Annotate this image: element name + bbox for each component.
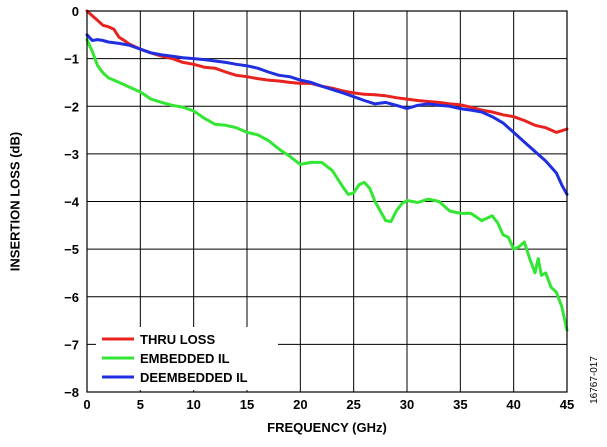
y-tick-label: −2 <box>64 99 79 114</box>
y-tick-label: 0 <box>72 4 79 19</box>
legend-label: THRU LOSS <box>140 332 215 347</box>
y-tick-label: −5 <box>64 242 79 257</box>
x-axis-title: FREQUENCY (GHz) <box>267 420 387 435</box>
legend-label: EMBEDDED IL <box>140 351 230 366</box>
legend-label: DEEMBEDDED IL <box>140 370 248 385</box>
x-tick-label: 25 <box>346 397 360 412</box>
series-line-1 <box>85 38 569 332</box>
x-tick-label: 20 <box>293 397 307 412</box>
x-tick-label: 10 <box>186 397 200 412</box>
x-tick-label: 35 <box>453 397 467 412</box>
y-tick-labels: 0 −1 −2 −3 −4 −5 −6 −7 −8 <box>64 4 80 400</box>
y-axis-title: INSERTION LOSS (dB) <box>7 132 22 271</box>
y-tick-label: −7 <box>64 337 79 352</box>
y-tick-label: −8 <box>64 385 79 400</box>
x-tick-label: 40 <box>506 397 520 412</box>
legend: THRU LOSS EMBEDDED IL DEEMBEDDED IL <box>96 327 278 390</box>
series-lines <box>85 9 569 332</box>
x-tick-label: 30 <box>400 397 414 412</box>
x-tick-label: 5 <box>137 397 144 412</box>
series-line-2 <box>85 33 569 196</box>
y-tick-label: −6 <box>64 290 79 305</box>
x-tick-labels: 0 5 10 15 20 25 30 35 40 45 <box>83 397 574 412</box>
series-line-0 <box>85 9 569 134</box>
y-tick-label: −1 <box>64 52 79 67</box>
x-tick-label: 15 <box>240 397 254 412</box>
x-tick-label: 0 <box>83 397 90 412</box>
plot-frame <box>86 10 568 393</box>
y-tick-label: −3 <box>64 147 79 162</box>
figure-id: 16767-017 <box>589 356 600 404</box>
y-tick-label: −4 <box>64 195 80 210</box>
x-tick-label: 45 <box>560 397 574 412</box>
